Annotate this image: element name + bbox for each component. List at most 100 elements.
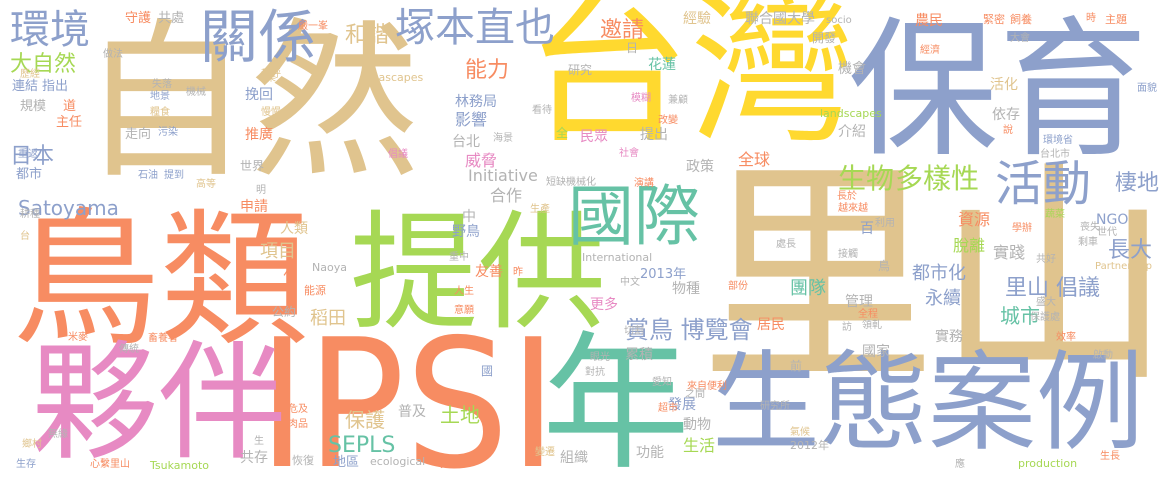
cloud-word: 實務 [935,329,963,345]
cloud-word: 都市化 [912,263,966,284]
cloud-word: 耕種 [20,209,40,220]
cloud-word: 2013年 [640,267,687,282]
cloud-word: NGO [1096,212,1129,228]
cloud-word: 走向 [125,127,152,142]
cloud-word: 環境 [10,7,90,53]
cloud-word: 剩車 [1078,237,1098,248]
cloud-word: 居民 [757,317,785,333]
cloud-word: 次 [283,264,297,280]
cloud-word: International [582,251,653,264]
cloud-word: 大會 [1010,33,1030,44]
cloud-word: 昨 [513,267,523,278]
cloud-word: 喪失 [1080,222,1100,233]
cloud-word: 主任 [56,115,83,130]
cloud-word: 變遷 [535,447,555,458]
cloud-word: 脫離 [953,236,986,255]
cloud-word: 訪 [842,322,852,333]
cloud-word: 共處 [158,11,185,26]
cloud-word: 社會 [619,148,639,159]
cloud-word: 中文 [620,277,640,288]
cloud-word: 看待 [532,105,552,116]
cloud-word: 米麥 [68,332,88,343]
cloud-word: 推廣 [245,127,273,143]
cloud-word: IPSI [258,301,558,482]
cloud-word: ecological [370,455,426,468]
cloud-word: 意願 [454,305,474,316]
cloud-word: 演講 [634,178,654,189]
cloud-word: seascapes [366,71,424,84]
cloud-word: 超市 [658,403,678,414]
cloud-word: 世代 [1097,227,1117,238]
cloud-word: 全 [556,126,569,140]
cloud-word: 重中 [449,252,469,263]
cloud-word: 影響 [455,110,488,129]
cloud-word: 無緣 [48,429,68,440]
cloud-word: 台北市 [1040,149,1070,160]
cloud-word: 共存 [240,450,268,466]
cloud-word: 面貌 [1137,83,1157,94]
cloud-word: 生 [254,436,264,447]
cloud-word: 飼養 [1010,13,1032,26]
cloud-word: 農民 [915,13,943,29]
cloud-word: 日 [626,41,639,55]
cloud-word: 花蓮 [648,57,676,73]
cloud-word: 國際 [568,178,700,255]
cloud-word: 規模 [20,99,47,114]
cloud-word: 危及 [288,404,308,415]
cloud-word: 長大 [1108,238,1153,263]
cloud-word: 畜養者 [148,333,178,344]
cloud-word: 能力 [465,58,510,83]
cloud-word: Partnership [1095,261,1153,272]
cloud-word: 人類 [280,221,308,237]
cloud-word: 長於 [837,191,857,202]
cloud-word: 蔬菜 [1045,209,1065,220]
cloud-word: 都市 [16,167,43,182]
cloud-word: 機會 [838,61,866,77]
cloud-word: 稱呼 [261,69,281,80]
cloud-word: 學辦 [1012,223,1032,234]
cloud-word: 道 [63,99,77,114]
cloud-word: 多樣性 [895,162,980,195]
cloud-word: 挽回 [245,87,273,103]
cloud-word: 能源 [304,284,326,297]
cloud-word: 2012年 [790,439,829,452]
cloud-word: 台北 [452,134,480,150]
cloud-word: 台灣 [525,0,855,166]
cloud-word: 糧食 [150,107,170,118]
cloud-word: 活化 [990,77,1018,93]
cloud-word: 人生 [454,286,474,297]
cloud-word: 主題 [1105,13,1127,26]
cloud-word: Satoyama [18,196,119,220]
cloud-word: 重返 [18,149,38,160]
cloud-word: 組織 [560,450,588,466]
cloud-word: 緊密 [983,13,1005,26]
cloud-word: 日本 [10,144,55,169]
cloud-word: 傳統 [119,344,139,355]
cloud-word: 部份 [728,281,748,292]
cloud-word: 依存 [992,107,1020,123]
cloud-word: 動物 [683,417,711,433]
cloud-word: 指出 [42,79,69,94]
cloud-word: 肉品 [288,419,308,430]
cloud-word: 海景 [493,133,513,144]
cloud-word: Initiative [468,166,538,185]
cloud-word: 管理 [845,294,873,310]
cloud-word: 台 [20,231,30,242]
cloud-word: 之間 [685,389,705,400]
cloud-word: 活動 [995,156,1092,212]
cloud-word: 棲地 [1115,171,1160,196]
cloud-word: Naoya [312,261,347,274]
cloud-word: 生產 [530,204,550,215]
cloud-word: 城市 [1000,304,1040,328]
cloud-word: 經濟 [920,45,940,56]
cloud-word: 切割 [624,326,644,337]
cloud-word: 提到 [164,170,184,181]
cloud-word: 政策 [686,159,714,175]
cloud-word: 關係 [200,3,317,71]
cloud-word: 倡議 [388,149,408,160]
cloud-word: 地區 [333,455,360,470]
cloud-word: 物種 [672,281,700,297]
cloud-word: 世界 [240,159,265,173]
cloud-word: 地景 [150,91,170,102]
